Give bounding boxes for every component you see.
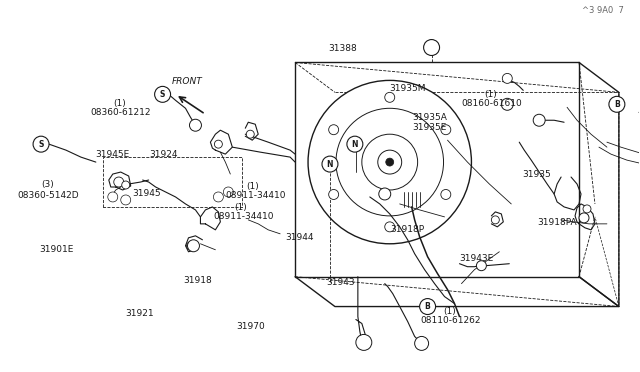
Circle shape [385, 222, 395, 232]
Circle shape [420, 299, 436, 314]
Text: 31935E: 31935E [412, 123, 447, 132]
Circle shape [441, 189, 451, 199]
Circle shape [33, 136, 49, 152]
Text: (1): (1) [443, 307, 456, 316]
Text: 31935A: 31935A [412, 113, 447, 122]
Text: FRONT: FRONT [172, 77, 203, 86]
Circle shape [533, 114, 545, 126]
Circle shape [322, 156, 338, 172]
Text: 31943E: 31943E [459, 254, 493, 263]
Text: 31918P: 31918P [390, 225, 424, 234]
Circle shape [502, 73, 512, 83]
Circle shape [214, 140, 222, 148]
Circle shape [476, 261, 486, 271]
Circle shape [362, 134, 418, 190]
Circle shape [336, 108, 444, 216]
Text: 31945E: 31945E [95, 150, 130, 159]
Text: (1): (1) [246, 182, 259, 190]
Text: (1): (1) [484, 90, 497, 99]
Text: ^3 9A0  7: ^3 9A0 7 [582, 6, 624, 15]
Text: S: S [38, 140, 44, 149]
Circle shape [424, 39, 440, 55]
Circle shape [246, 130, 254, 138]
Text: 08911-34410: 08911-34410 [213, 212, 273, 221]
Text: (1): (1) [113, 99, 125, 108]
Circle shape [583, 205, 591, 213]
Text: B: B [425, 302, 431, 311]
Text: 31943: 31943 [326, 278, 355, 287]
Circle shape [356, 334, 372, 350]
Circle shape [492, 216, 499, 224]
Text: 31918: 31918 [183, 276, 212, 285]
Circle shape [415, 336, 429, 350]
Text: 08360-5142D: 08360-5142D [17, 191, 79, 200]
Circle shape [609, 96, 625, 112]
Text: 31935: 31935 [523, 170, 552, 179]
Text: 31924: 31924 [149, 150, 178, 159]
Text: B: B [614, 100, 620, 109]
Text: 31944: 31944 [285, 232, 314, 242]
Text: 31945: 31945 [132, 189, 161, 198]
Circle shape [186, 242, 195, 250]
Text: 08360-61212: 08360-61212 [90, 109, 151, 118]
Text: 08911-34410: 08911-34410 [226, 191, 286, 200]
Text: (1): (1) [234, 203, 246, 212]
Text: S: S [160, 90, 165, 99]
Circle shape [329, 125, 339, 135]
Circle shape [188, 240, 200, 252]
Text: 31388: 31388 [328, 44, 357, 53]
Circle shape [308, 80, 472, 244]
Circle shape [386, 158, 394, 166]
Circle shape [213, 192, 223, 202]
Text: 31970: 31970 [236, 321, 264, 331]
Text: 31918PA: 31918PA [537, 218, 577, 227]
Text: 08160-61610: 08160-61610 [461, 99, 522, 108]
Circle shape [189, 119, 202, 131]
Circle shape [329, 189, 339, 199]
Circle shape [378, 150, 402, 174]
Circle shape [155, 86, 171, 102]
Text: N: N [351, 140, 358, 149]
Text: 08110-61262: 08110-61262 [420, 316, 481, 325]
Text: 31901E: 31901E [40, 244, 74, 253]
Text: 31921: 31921 [125, 310, 154, 318]
Circle shape [122, 181, 130, 189]
Circle shape [579, 213, 589, 223]
Circle shape [385, 92, 395, 102]
Text: N: N [326, 160, 333, 169]
Circle shape [114, 177, 124, 187]
Circle shape [347, 136, 363, 152]
Text: (3): (3) [42, 180, 54, 189]
Circle shape [379, 188, 391, 200]
Circle shape [108, 192, 118, 202]
Circle shape [121, 195, 131, 205]
Text: 31935M: 31935M [389, 84, 426, 93]
Circle shape [501, 98, 513, 110]
Circle shape [441, 125, 451, 135]
Circle shape [223, 187, 234, 197]
